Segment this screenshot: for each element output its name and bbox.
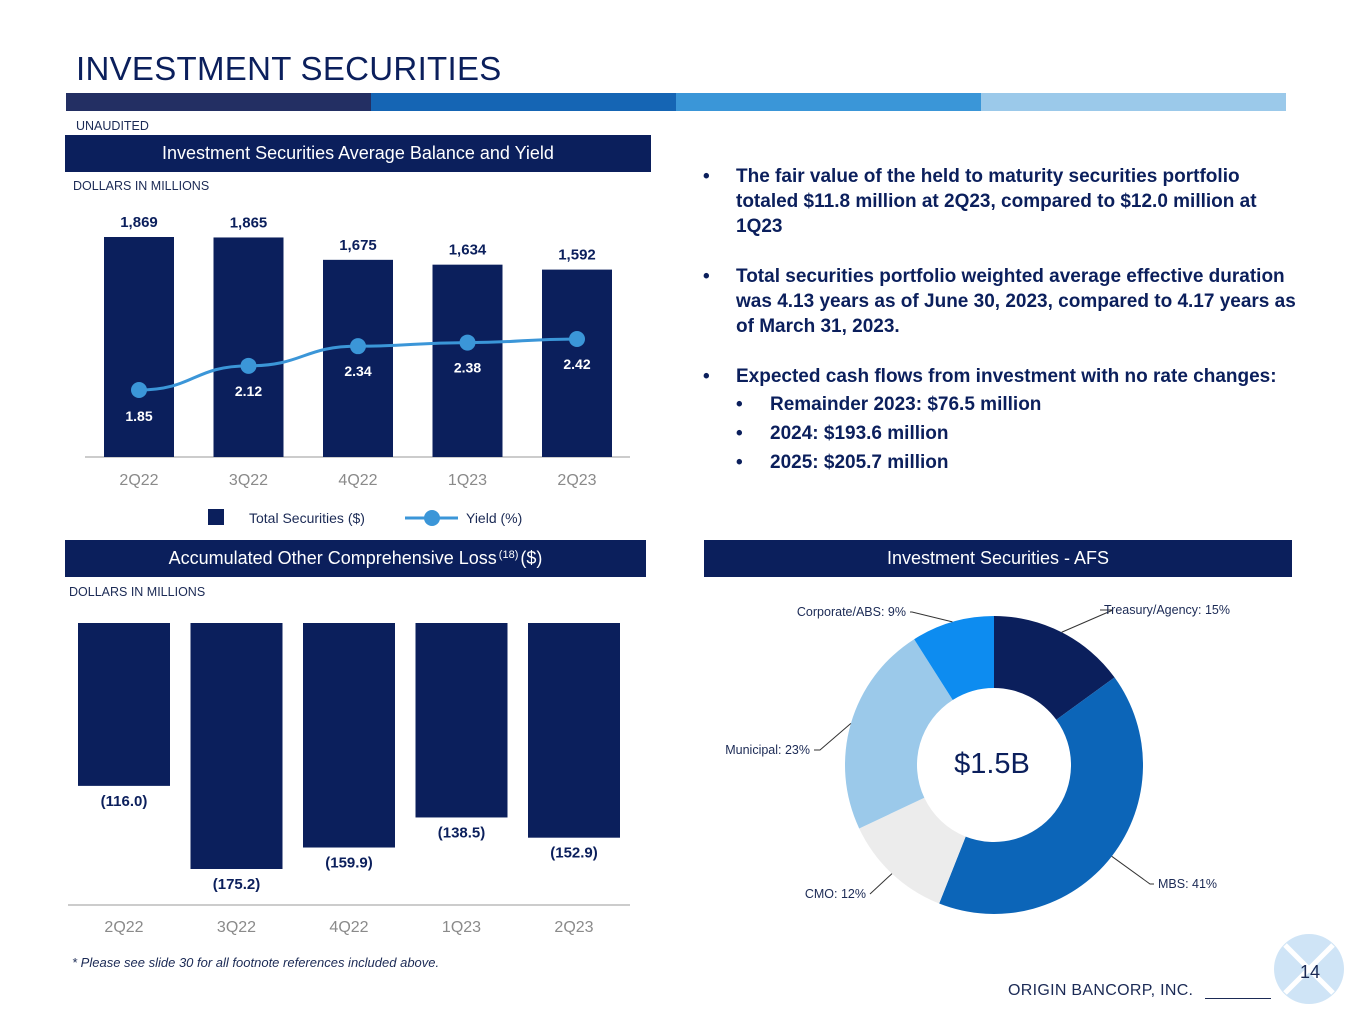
x-tick-label: 4Q22	[338, 472, 377, 489]
aocl-bar	[190, 623, 283, 869]
x-tick-label: 2Q23	[557, 472, 596, 489]
balance-bar	[104, 237, 174, 457]
bullet-htm-fair-value: The fair value of the held to maturity s…	[703, 164, 1303, 239]
footnote: * Please see slide 30 for all footnote r…	[72, 955, 440, 970]
balance-yield-chart: 1,869 2Q22 1,865 3Q22 1,675 4Q22 1,634 1Q23 1,59…	[85, 214, 630, 526]
aocl-units-label: DOLLARS IN MILLIONS	[69, 585, 206, 599]
sub-bullet-2024: 2024: $193.6 million	[736, 420, 1303, 447]
yield-point	[569, 331, 585, 347]
x-tick-label: 3Q22	[217, 919, 256, 936]
legend-label-total-securities: Total Securities ($)	[249, 510, 365, 526]
balance-bar-label: 1,592	[558, 247, 596, 264]
aocl-bar-label: (175.2)	[213, 876, 261, 893]
yield-label: 2.38	[454, 360, 481, 376]
afs-slice	[859, 797, 966, 904]
key-points: The fair value of the held to maturity s…	[703, 164, 1303, 476]
aocl-bar-label: (152.9)	[550, 845, 598, 862]
balance-bar-label: 1,675	[339, 237, 377, 254]
unaudited-label: UNAUDITED	[76, 119, 149, 133]
afs-leader-line	[1111, 855, 1154, 885]
afs-panel-header: Investment Securities - AFS	[704, 540, 1292, 577]
x-tick-label: 3Q22	[229, 472, 268, 489]
balance-panel-header: Investment Securities Average Balance an…	[65, 135, 651, 172]
aocl-header-text: Accumulated Other Comprehensive Loss	[168, 548, 497, 568]
aocl-bar-label: (138.5)	[438, 824, 486, 841]
x-tick-label: 2Q22	[119, 472, 158, 489]
legend-label-yield: Yield (%)	[466, 510, 522, 526]
afs-slice-label: Treasury/Agency: 15%	[1104, 603, 1230, 617]
afs-slice-label: Municipal: 23%	[725, 743, 810, 757]
yield-label: 2.34	[344, 363, 371, 379]
company-underline	[1205, 998, 1271, 999]
yield-label: 2.42	[563, 356, 590, 372]
legend-marker-yield	[424, 510, 440, 526]
aocl-bar-label: (116.0)	[101, 793, 148, 810]
aocl-chart: (116.0) 2Q22 (175.2) 3Q22 (159.9) 4Q22 (138.5)…	[68, 623, 630, 936]
sub-bullet-2025: 2025: $205.7 million	[736, 449, 1303, 476]
x-tick-label: 2Q22	[104, 919, 143, 936]
bullet-cash-flows-text: Expected cash flows from investment with…	[736, 366, 1277, 387]
x-tick-label: 1Q23	[442, 919, 481, 936]
afs-slice	[845, 639, 953, 829]
balance-bar	[542, 269, 612, 457]
afs-leader-line	[910, 611, 953, 623]
x-tick-label: 1Q23	[448, 472, 487, 489]
balance-bar-label: 1,634	[449, 242, 487, 259]
yield-point	[350, 338, 366, 355]
strip-segment-4	[981, 93, 1286, 111]
aocl-bar	[303, 623, 395, 848]
page-title: INVESTMENT SECURITIES	[76, 50, 502, 87]
yield-label: 1.85	[125, 408, 152, 424]
afs-slice-label: Corporate/ABS: 9%	[797, 605, 906, 619]
aocl-panel-header: Accumulated Other Comprehensive Loss (18…	[65, 540, 646, 577]
sub-bullet-2023: Remainder 2023: $76.5 million	[736, 391, 1303, 418]
yield-label: 2.12	[235, 383, 262, 399]
aocl-bar	[415, 623, 508, 818]
aocl-bar	[78, 623, 170, 786]
bullet-cash-flows: Expected cash flows from investment with…	[703, 364, 1303, 476]
aocl-bar	[528, 623, 620, 838]
balance-bar-label: 1,869	[120, 214, 158, 231]
afs-leader-line	[1061, 609, 1114, 633]
strip-segment-1	[66, 93, 371, 111]
aocl-header-footnote: (18)	[498, 548, 519, 561]
afs-leader-line	[814, 723, 852, 751]
bullet-duration: Total securities portfolio weighted aver…	[703, 264, 1303, 339]
balance-bar	[213, 237, 284, 457]
afs-slice	[914, 616, 994, 700]
yield-point	[459, 334, 476, 351]
yield-point	[131, 382, 147, 398]
afs-leader-line	[869, 873, 893, 895]
x-tick-label: 4Q22	[329, 919, 368, 936]
afs-center-label: $1.5B	[954, 748, 1030, 780]
strip-segment-2	[371, 93, 676, 111]
afs-slice-label: CMO: 12%	[805, 887, 866, 901]
title-color-strip	[66, 93, 1286, 111]
company-name: ORIGIN BANCORP, INC.	[1008, 982, 1194, 999]
balance-bar-label: 1,865	[230, 214, 268, 231]
afs-slice	[939, 677, 1143, 914]
balance-bar	[323, 259, 393, 457]
balance-units-label: DOLLARS IN MILLIONS	[73, 179, 210, 193]
afs-slice-label: MBS: 41%	[1158, 877, 1217, 891]
yield-point	[240, 357, 257, 374]
aocl-bar-label: (159.9)	[325, 855, 373, 872]
page-number: 14	[1300, 962, 1320, 982]
x-tick-label: 2Q23	[554, 919, 593, 936]
balance-bar	[432, 264, 503, 457]
aocl-header-suffix: ($)	[520, 548, 543, 568]
badge-cross-icon	[1283, 943, 1335, 995]
strip-segment-3	[676, 93, 981, 111]
afs-donut-chart: Treasury/Agency: 15% MBS: 41% CMO: 12% Muni…	[725, 603, 1230, 914]
page-number-badge: 14	[1274, 934, 1344, 1004]
legend-swatch-total-securities	[208, 509, 224, 525]
afs-slice	[994, 616, 1115, 720]
